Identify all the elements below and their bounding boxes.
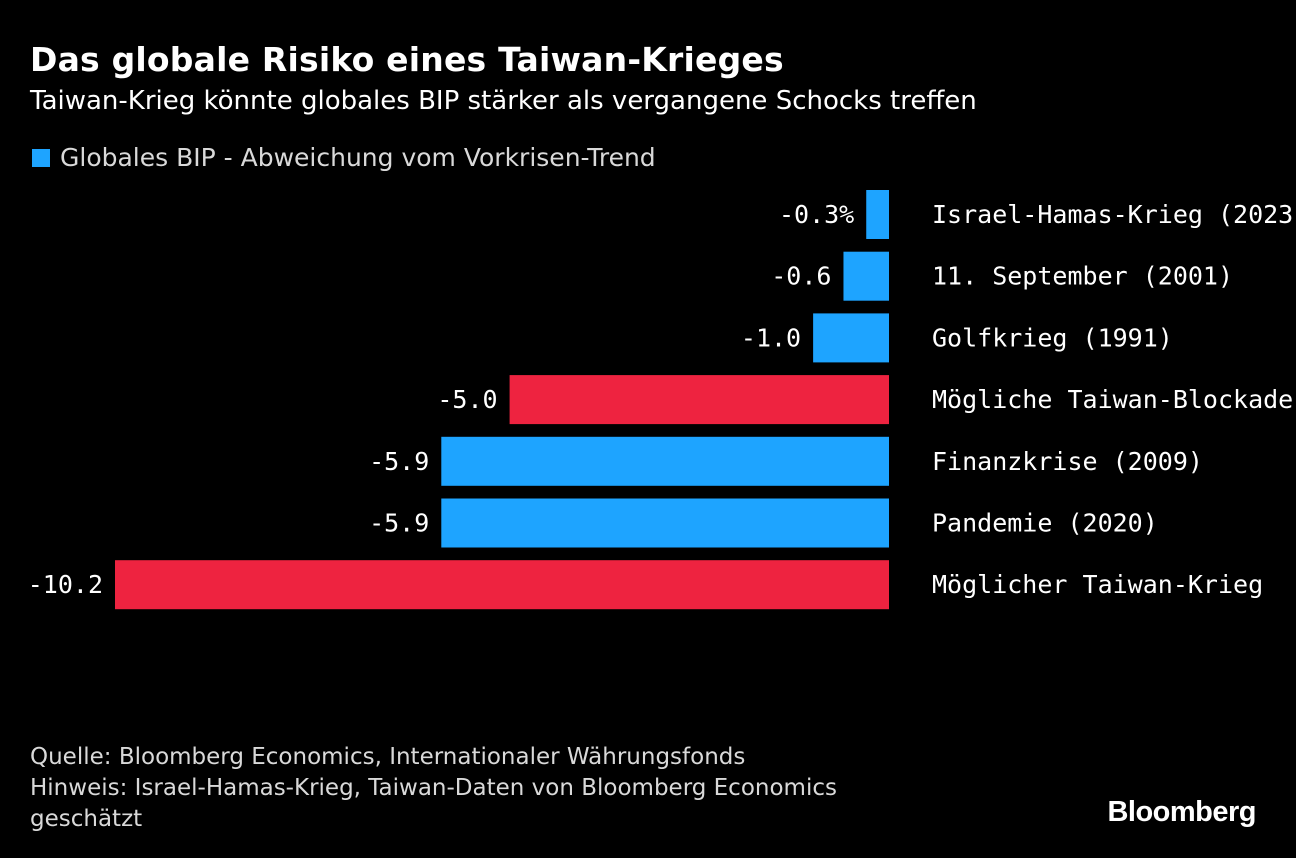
chart-footer: Quelle: Bloomberg Economics, Internation… <box>30 742 930 835</box>
category-label-6: Möglicher Taiwan-Krieg <box>932 570 1263 599</box>
value-label-1: -0.6 <box>771 262 831 291</box>
category-label-5: Pandemie (2020) <box>932 509 1158 538</box>
bar-2 <box>813 313 889 363</box>
chart-legend: Globales BIP - Abweichung vom Vorkrisen-… <box>32 143 656 172</box>
value-label-0: -0.3% <box>779 200 854 229</box>
bar-6 <box>115 560 889 610</box>
hint-note-line-1: Hinweis: Israel-Hamas-Krieg, Taiwan-Date… <box>30 775 837 801</box>
bar-5 <box>441 498 889 548</box>
bar-0 <box>866 190 889 239</box>
value-label-2: -1.0 <box>741 323 801 352</box>
chart-subtitle: Taiwan-Krieg könnte globales BIP stärker… <box>30 86 977 116</box>
hint-note-line-2: geschätzt <box>30 806 143 832</box>
bar-1 <box>843 251 889 301</box>
bar-3 <box>509 375 889 425</box>
category-label-0: Israel-Hamas-Krieg (2023) <box>932 200 1296 229</box>
category-label-3: Mögliche Taiwan-Blockade <box>932 385 1293 414</box>
category-label-4: Finanzkrise (2009) <box>932 447 1203 476</box>
value-label-5: -5.9 <box>369 509 429 538</box>
value-label-4: -5.9 <box>369 447 429 476</box>
legend-label: Globales BIP - Abweichung vom Vorkrisen-… <box>60 143 656 172</box>
bar-4 <box>441 436 889 486</box>
source-note: Quelle: Bloomberg Economics, Internation… <box>30 744 746 770</box>
category-label-1: 11. September (2001) <box>932 262 1233 291</box>
bloomberg-logo: Bloomberg <box>1107 796 1256 828</box>
value-label-6: -10.2 <box>28 570 103 599</box>
value-label-3: -5.0 <box>437 385 497 414</box>
category-label-2: Golfkrieg (1991) <box>932 323 1173 352</box>
legend-swatch-icon <box>32 148 50 167</box>
chart-title: Das globale Risiko eines Taiwan-Krieges <box>30 40 784 79</box>
